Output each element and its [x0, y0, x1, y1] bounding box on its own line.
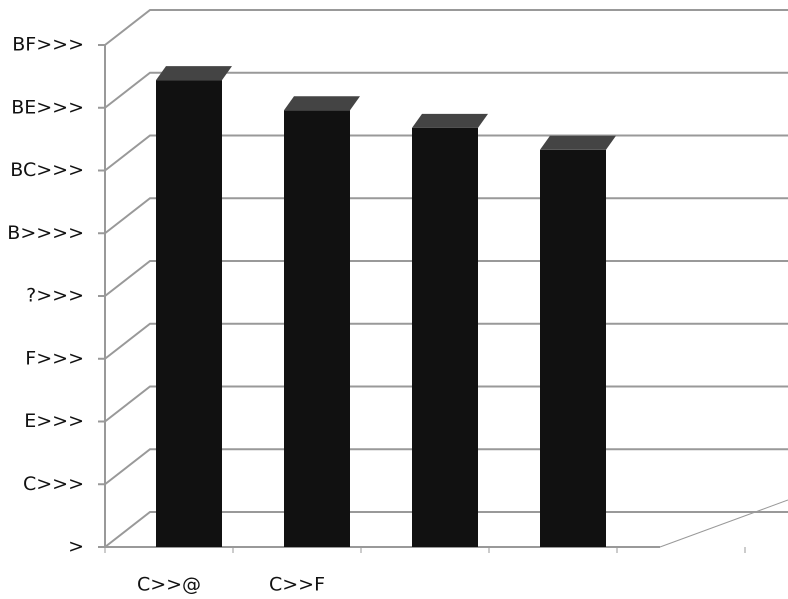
y-tick-label: B>>>>	[7, 222, 84, 244]
y-tick-label: E>>>	[24, 410, 84, 432]
bar	[284, 110, 350, 547]
bar-top	[540, 135, 616, 150]
x-tick-label: C>>@	[137, 574, 201, 596]
y-tick-label: >	[68, 536, 84, 558]
bar-top	[156, 66, 232, 81]
y-tick-label: C>>>	[23, 473, 84, 495]
x-axis-depth	[659, 499, 788, 548]
y-tick-label: BE>>>	[11, 96, 84, 118]
bar	[156, 80, 222, 547]
y-tick-label: BC>>>	[10, 159, 84, 181]
bar-top	[284, 96, 360, 111]
y-tick-label: F>>>	[25, 347, 84, 369]
y-tick-label: BF>>>	[12, 34, 84, 56]
bar	[540, 149, 606, 548]
grid-line	[104, 9, 788, 46]
grid-line	[104, 71, 788, 109]
x-tick-label: C>>F	[269, 574, 325, 596]
y-tick-label: ?>>>	[26, 285, 84, 307]
bar-top	[412, 113, 488, 128]
bar	[412, 127, 478, 547]
grid-line	[104, 134, 788, 172]
